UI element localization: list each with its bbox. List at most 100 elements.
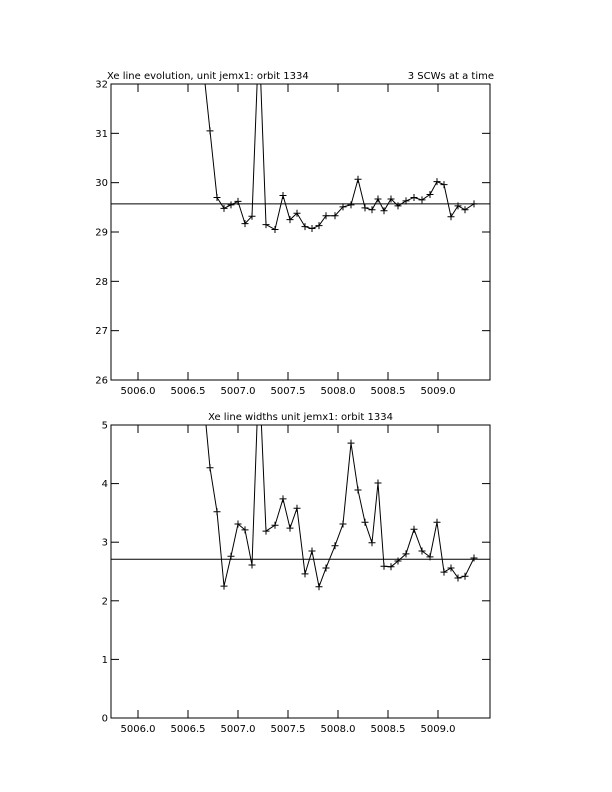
data-point	[248, 212, 256, 220]
data-point	[262, 527, 270, 535]
x-tick-label: 5007.5	[271, 386, 306, 397]
x-tick-label: 5008.0	[321, 724, 356, 735]
chart-title: Xe line widths unit jemx1: orbit 1334	[208, 412, 393, 423]
data-point	[293, 209, 301, 217]
data-point	[387, 195, 395, 203]
data-point	[234, 520, 242, 528]
y-tick-label: 26	[95, 376, 108, 387]
panel: Xe line evolution, unit jemx1: orbit 133…	[95, 31, 494, 397]
data-point	[227, 552, 235, 560]
data-point	[322, 564, 330, 572]
data-point	[447, 564, 455, 572]
data-point	[286, 216, 294, 224]
data-point	[206, 464, 214, 472]
plot-area	[111, 31, 490, 234]
data-point	[206, 127, 214, 135]
data-point	[418, 196, 426, 204]
data-point	[374, 195, 382, 203]
data-point	[286, 524, 294, 532]
x-tick-label: 5009.0	[421, 724, 456, 735]
x-tick-label: 5008.0	[321, 386, 356, 397]
data-point	[361, 204, 369, 212]
y-tick-label: 30	[95, 178, 108, 189]
data-point	[308, 225, 316, 233]
data-point	[213, 508, 221, 516]
data-point	[361, 518, 369, 526]
data-point	[380, 562, 388, 570]
x-tick-label: 5006.5	[171, 724, 206, 735]
data-point	[256, 366, 263, 373]
data-point	[461, 572, 469, 580]
data-point	[347, 201, 355, 209]
data-point	[368, 539, 376, 547]
y-tick-label: 5	[102, 421, 108, 432]
data-point	[447, 213, 455, 221]
data-point	[354, 486, 362, 494]
data-point	[394, 202, 402, 210]
data-line	[205, 425, 475, 589]
x-tick-label: 5007.0	[221, 724, 256, 735]
data-point	[374, 479, 382, 487]
data-point	[271, 521, 279, 529]
data-point	[241, 526, 249, 534]
data-point	[380, 207, 388, 215]
y-tick-label: 3	[102, 538, 108, 549]
chart-subtitle: 3 SCWs at a time	[408, 71, 494, 82]
data-point	[227, 201, 235, 209]
data-point	[220, 582, 228, 590]
plot-frame	[110, 424, 491, 719]
data-point	[220, 204, 228, 212]
data-point	[454, 202, 462, 210]
data-point	[339, 520, 347, 528]
data-line	[204, 84, 475, 231]
data-point	[256, 31, 263, 38]
data-point	[315, 583, 323, 591]
data-point	[410, 193, 418, 201]
data-point	[213, 193, 221, 201]
data-point	[433, 178, 441, 186]
x-tick-label: 5006.0	[121, 386, 156, 397]
data-point	[402, 197, 410, 205]
panel: Xe line widths unit jemx1: orbit 1334 0 1 2…	[102, 366, 491, 735]
y-tick-label: 0	[102, 714, 108, 725]
data-point	[347, 439, 355, 447]
data-point	[262, 221, 270, 229]
data-point	[322, 212, 330, 220]
data-point	[248, 561, 256, 569]
data-point	[308, 547, 316, 555]
x-tick-label: 5006.5	[171, 386, 206, 397]
x-tick-label: 5008.5	[371, 724, 406, 735]
x-tick-label: 5006.0	[121, 724, 156, 735]
x-tick-label: 5008.5	[371, 386, 406, 397]
x-tick-label: 5009.0	[421, 386, 456, 397]
data-point	[200, 61, 207, 68]
data-point	[241, 220, 249, 228]
data-point	[470, 554, 478, 562]
data-point	[301, 570, 309, 578]
data-point	[368, 206, 376, 214]
data-point	[426, 553, 434, 561]
data-point	[279, 495, 287, 503]
data-point	[418, 547, 426, 555]
data-point	[339, 203, 347, 211]
data-point	[331, 212, 339, 220]
y-tick-label: 2	[102, 596, 108, 607]
y-tick-label: 27	[95, 326, 108, 337]
data-point	[410, 525, 418, 533]
data-point	[454, 574, 462, 582]
x-tick-label: 5007.0	[221, 386, 256, 397]
data-point	[426, 191, 434, 199]
data-point	[402, 550, 410, 558]
data-point	[279, 191, 287, 199]
x-tick-label: 5007.5	[271, 724, 306, 735]
y-tick-label: 32	[95, 80, 108, 91]
data-point	[440, 568, 448, 576]
plot-area	[111, 366, 490, 591]
data-point	[301, 223, 309, 231]
data-point	[315, 222, 323, 230]
y-tick-label: 28	[95, 277, 108, 288]
data-point	[433, 518, 441, 526]
data-point	[440, 181, 448, 189]
